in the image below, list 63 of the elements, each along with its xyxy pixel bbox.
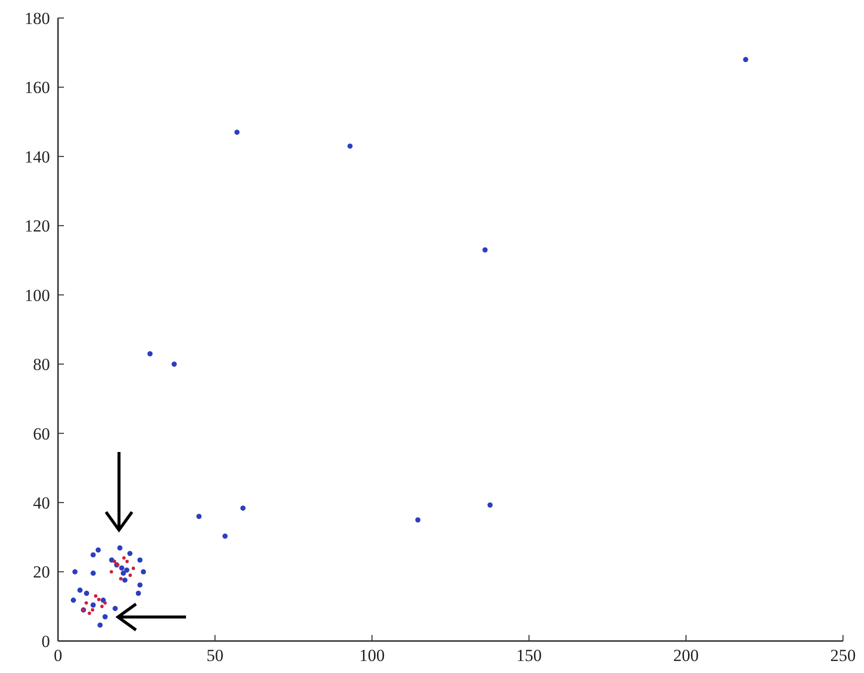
y-tick-label: 120: [24, 216, 50, 236]
point: [347, 143, 353, 149]
point: [117, 545, 122, 550]
point: [136, 590, 141, 596]
x-tick-label: 100: [359, 646, 385, 665]
x-tick-label: 0: [54, 646, 62, 665]
point: [125, 560, 129, 564]
point: [240, 505, 246, 511]
point: [120, 570, 126, 576]
point: [172, 362, 177, 367]
point: [90, 608, 94, 612]
point: [128, 574, 132, 577]
y-tick-label: 20: [33, 562, 50, 582]
point: [119, 577, 122, 580]
point: [137, 557, 143, 563]
point: [132, 566, 136, 570]
x-tick-label: 250: [830, 646, 856, 665]
y-tick-label: 40: [33, 494, 50, 513]
y-tick-label: 0: [42, 632, 50, 651]
point: [100, 604, 104, 608]
point: [482, 247, 488, 252]
x-tick-label: 150: [516, 646, 542, 665]
point: [102, 614, 108, 620]
y-tick-label: 160: [24, 78, 50, 98]
y-tick-label: 100: [24, 286, 50, 305]
point: [140, 569, 146, 574]
point: [94, 594, 98, 598]
point: [124, 567, 130, 573]
point: [97, 622, 103, 628]
point: [90, 552, 96, 558]
point: [743, 56, 748, 62]
y-tick-label: 180: [24, 8, 50, 28]
point: [112, 606, 118, 612]
point: [415, 517, 420, 522]
point: [487, 502, 493, 508]
y-tick-label: 60: [33, 424, 50, 444]
point: [110, 570, 114, 574]
point: [127, 550, 133, 556]
point: [196, 514, 202, 519]
point: [147, 351, 153, 356]
point: [90, 570, 96, 576]
point: [84, 601, 88, 605]
point: [222, 534, 228, 539]
point: [122, 556, 126, 560]
point: [77, 588, 83, 593]
point: [90, 602, 96, 608]
point: [72, 569, 78, 574]
x-tick-label: 50: [206, 646, 224, 665]
point: [84, 590, 90, 596]
point: [112, 560, 116, 564]
point: [100, 598, 106, 603]
y-tick-label: 140: [24, 147, 50, 166]
point: [122, 577, 128, 583]
point: [103, 601, 107, 605]
point: [96, 547, 101, 553]
y-tick-label: 80: [33, 355, 50, 374]
point: [70, 598, 76, 603]
x-tick-label: 200: [673, 646, 699, 665]
point: [119, 565, 124, 571]
point: [88, 612, 92, 616]
point: [97, 598, 101, 602]
point: [137, 582, 143, 588]
point: [234, 130, 240, 135]
